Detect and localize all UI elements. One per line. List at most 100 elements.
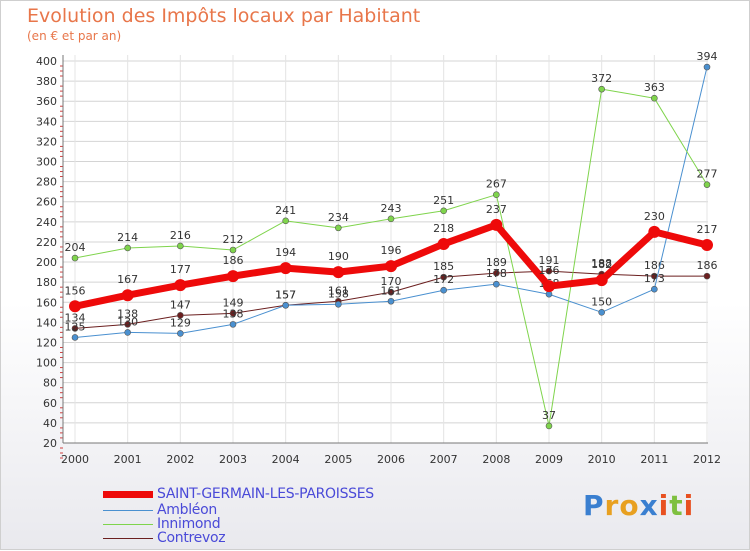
y-tick-label: 160	[36, 296, 57, 309]
series-ambl-on-point	[71, 334, 79, 341]
y-tick-label: 360	[36, 95, 57, 108]
series-innimond-point	[229, 246, 237, 254]
series-saint-germain-les-paroisses-point	[385, 260, 397, 273]
series-contrevoz-data-label: 161	[328, 284, 349, 297]
series-innimond-data-label: 241	[275, 204, 296, 217]
series-innimond-point	[124, 244, 131, 252]
series-ambl-on-data-label: 138	[223, 307, 244, 320]
series-ambl-on-data-label: 158	[328, 287, 349, 300]
logo-letter: i	[658, 489, 670, 522]
y-tick-label: 140	[36, 316, 57, 329]
proxiti-logo: Proxiti	[583, 489, 694, 522]
y-tick-label: 320	[36, 135, 57, 148]
logo-letter: o	[619, 489, 640, 522]
series-ambl-on-data-label: 150	[591, 295, 612, 308]
series-contrevoz-point	[124, 321, 131, 328]
legend-label: SAINT-GERMAIN-LES-PAROISSES	[157, 486, 374, 502]
series-contrevoz-data-label: 185	[433, 260, 454, 273]
chart-title: Evolution des Impôts locaux par Habitant	[27, 5, 421, 27]
y-tick-label: 80	[43, 377, 57, 390]
series-innimond-data-label: 267	[486, 178, 507, 191]
logo-letter: t	[669, 489, 684, 522]
series-ambl-on-point	[335, 300, 342, 308]
series-contrevoz-point	[71, 325, 79, 332]
legend-label: Innimond	[157, 516, 221, 532]
series-contrevoz-point	[545, 267, 553, 275]
series-ambl-on-point	[493, 280, 500, 288]
series-ambl-on-data-label: 130	[117, 315, 138, 328]
series-contrevoz-data-label: 186	[697, 259, 718, 272]
legend-swatch	[103, 490, 153, 498]
legend-item-innimond: Innimond	[103, 516, 221, 532]
y-tick-label: 280	[36, 176, 57, 189]
series-contrevoz-point	[703, 272, 711, 280]
legend-swatch	[103, 537, 153, 539]
y-tick-label: 40	[43, 417, 57, 430]
series-saint-germain-les-paroisses-point	[648, 225, 661, 238]
x-tick-label: 2001	[114, 453, 142, 466]
series-ambl-on-point	[651, 285, 658, 293]
series-saint-germain-les-paroisses-point	[227, 270, 239, 283]
x-tick-label: 2012	[693, 453, 721, 466]
chart-subtitle: (en € et par an)	[27, 29, 122, 43]
series-saint-germain-les-paroisses-point	[279, 262, 292, 275]
legend-label: Contrevoz	[157, 530, 226, 546]
series-ambl-on-data-label: 157	[275, 288, 296, 301]
legend-item-ambleon: Ambléon	[103, 502, 217, 518]
y-tick-label: 260	[36, 196, 57, 209]
series-ambl-on-point	[282, 301, 289, 309]
series-saint-germain-les-paroisses-point	[174, 279, 187, 292]
series-saint-germain-les-paroisses-point	[595, 274, 608, 287]
series-contrevoz-data-label: 147	[170, 298, 191, 311]
legend-swatch	[103, 523, 153, 525]
series-innimond-point	[651, 94, 658, 102]
series-innimond-data-label: 212	[223, 233, 244, 246]
series-innimond-data-label: 372	[591, 72, 612, 85]
series-innimond-point	[335, 224, 342, 232]
y-tick-label: 180	[36, 276, 57, 289]
series-contrevoz-data-label: 189	[486, 256, 507, 269]
series-contrevoz-point	[493, 269, 500, 277]
logo-letter: r	[604, 489, 620, 522]
series-saint-germain-les-paroisses-data-label: 230	[644, 210, 665, 223]
series-contrevoz-data-label: 186	[644, 259, 665, 272]
series-saint-germain-les-paroisses-point	[543, 280, 555, 293]
logo-letter: P	[583, 489, 605, 522]
series-innimond-point	[493, 191, 500, 198]
x-tick-label: 2005	[324, 453, 352, 466]
series-ambl-on-point	[229, 321, 237, 328]
series-saint-germain-les-paroisses-data-label: 186	[223, 254, 244, 267]
series-innimond-data-label: 204	[65, 241, 86, 254]
logo-letter: x	[639, 489, 659, 522]
series-innimond-data-label: 37	[542, 409, 556, 422]
plot-area	[63, 55, 708, 443]
series-contrevoz-point	[387, 288, 395, 296]
x-tick-label: 2007	[430, 453, 458, 466]
series-saint-germain-les-paroisses-data-label: 190	[328, 250, 349, 263]
series-ambl-on-data-label: 129	[170, 316, 191, 329]
x-tick-label: 2008	[482, 453, 510, 466]
series-saint-germain-les-paroisses-data-label: 182	[591, 258, 612, 271]
series-contrevoz-data-label: 134	[65, 311, 86, 324]
series-saint-germain-les-paroisses-point	[332, 266, 345, 279]
series-ambl-on-point	[703, 63, 711, 71]
y-tick-label: 240	[36, 216, 57, 229]
series-innimond-data-label: 234	[328, 211, 349, 224]
x-tick-label: 2006	[377, 453, 405, 466]
series-contrevoz-data-label: 191	[539, 254, 560, 267]
series-saint-germain-les-paroisses-data-label: 237	[486, 203, 507, 216]
series-innimond-data-label: 277	[697, 168, 718, 181]
series-ambl-on-data-label: 173	[644, 272, 665, 285]
legend-swatch	[103, 509, 153, 511]
series-saint-germain-les-paroisses-point	[701, 238, 713, 251]
series-saint-germain-les-paroisses-data-label: 194	[275, 246, 296, 259]
series-saint-germain-les-paroisses-data-label: 217	[697, 223, 718, 236]
series-saint-germain-les-paroisses-point	[121, 289, 134, 302]
legend-item-contrevoz: Contrevoz	[103, 530, 226, 546]
y-tick-label: 100	[36, 357, 57, 370]
series-innimond-data-label: 363	[644, 81, 665, 94]
series-innimond-data-label: 216	[170, 229, 191, 242]
series-ambl-on-point	[124, 329, 131, 336]
y-tick-label: 400	[36, 55, 57, 68]
